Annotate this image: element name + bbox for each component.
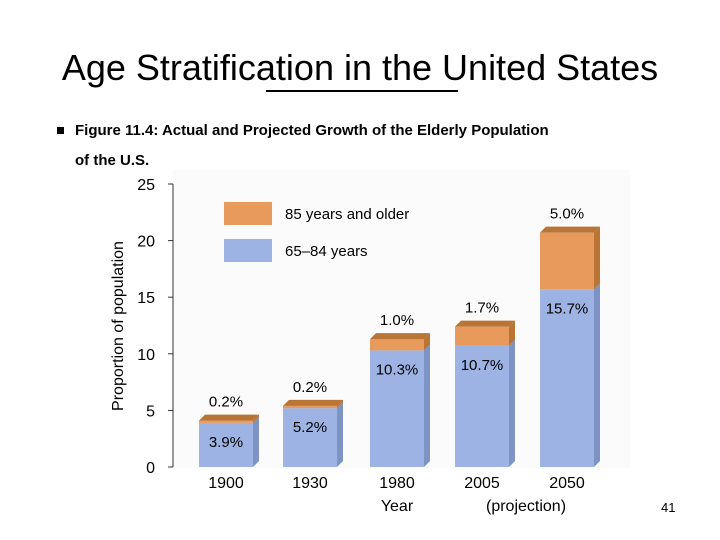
bullet-square-icon <box>57 127 64 134</box>
bar-side-85-plus <box>253 414 259 423</box>
bar-65-84 <box>283 408 337 467</box>
data-label-85-plus: 1.0% <box>380 312 414 329</box>
bar-top <box>370 333 430 340</box>
legend-swatch-65-84 <box>224 239 272 262</box>
x-tick-label: 1980 <box>379 475 415 492</box>
bar-top <box>199 414 259 421</box>
legend-label-65-84: 65–84 years <box>285 243 368 260</box>
y-axis-title: Proportion of population <box>110 241 127 411</box>
data-label-65-84: 10.7% <box>461 357 504 374</box>
chart: 0 5 10 15 20 25 3.9% 0.2% 5.2% 0.2% 10.3% 1.0% 10.7… <box>100 170 634 528</box>
y-tick-label: 10 <box>137 347 155 364</box>
x-tick-label: 1930 <box>292 475 328 492</box>
data-label-85-plus: 5.0% <box>550 206 584 223</box>
bar-side-65-84 <box>253 416 259 467</box>
data-label-65-84: 3.9% <box>209 434 243 451</box>
legend-swatch-85-plus <box>224 202 272 225</box>
legend-label-85-plus: 85 years and older <box>285 206 409 223</box>
bar-side-85-plus <box>509 320 515 346</box>
bar-85-plus <box>283 405 337 409</box>
x-axis-title: Year <box>381 498 414 515</box>
y-tick-label: 0 <box>146 460 155 477</box>
bar-85-plus <box>370 339 424 351</box>
bar-top <box>283 399 343 406</box>
x-tick-label: 2005 <box>464 475 500 492</box>
bar-side-85-plus <box>594 226 600 290</box>
bar-65-84 <box>540 289 594 467</box>
data-label-65-84: 5.2% <box>293 419 327 436</box>
bar-65-84 <box>455 345 509 467</box>
data-label-85-plus: 0.2% <box>209 394 243 411</box>
x-axis-note: (projection) <box>486 498 566 515</box>
data-label-85-plus: 0.2% <box>293 379 327 396</box>
bar-side-65-84 <box>337 402 343 467</box>
data-label-85-plus: 1.7% <box>465 300 499 317</box>
bar-65-84 <box>370 350 424 467</box>
x-tick-label: 2050 <box>549 475 585 492</box>
data-label-65-84: 10.3% <box>376 361 419 378</box>
y-tick-label: 5 <box>146 403 155 420</box>
bar-side-65-84 <box>594 283 600 467</box>
bar-chart: 0 5 10 15 20 25 3.9% 0.2% 5.2% 0.2% 10.3% 1.0% 10.7… <box>110 170 630 515</box>
bar-85-plus <box>540 232 594 290</box>
bar-side-65-84 <box>509 339 515 467</box>
bar-side-65-84 <box>424 344 430 467</box>
y-tick-label: 15 <box>137 290 155 307</box>
figure-caption: Figure 11.4: Actual and Projected Growth… <box>75 122 549 139</box>
title-underline <box>266 90 458 92</box>
page-number: 41 <box>661 500 676 515</box>
slide-title: Age Stratification in the United States <box>61 47 659 88</box>
bar-top <box>540 226 600 233</box>
y-tick-label: 25 <box>137 177 155 194</box>
figure-caption-continued: of the U.S. <box>75 152 150 169</box>
data-label-65-84: 15.7% <box>546 300 589 317</box>
bar-65-84 <box>199 422 253 467</box>
bar-side-85-plus <box>424 333 430 351</box>
bar-85-plus <box>455 326 509 346</box>
x-tick-label: 1900 <box>208 475 244 492</box>
y-tick-label: 20 <box>137 234 155 251</box>
bar-top <box>455 320 515 327</box>
bar-side-85-plus <box>337 399 343 409</box>
bar-85-plus <box>199 420 253 423</box>
